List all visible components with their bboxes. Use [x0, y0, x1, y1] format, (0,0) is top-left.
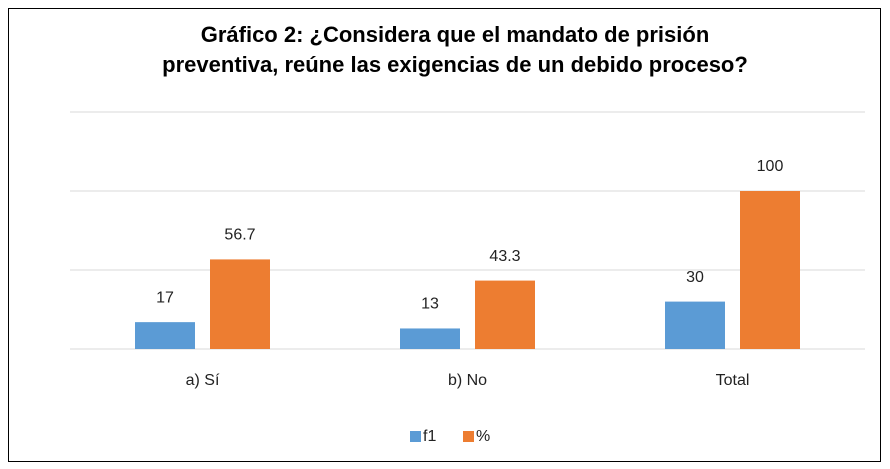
- data-label: 13: [421, 296, 439, 313]
- data-label: 56.7: [224, 227, 255, 244]
- legend-swatch: [410, 431, 421, 442]
- chart-title: Gráfico 2: ¿Considera que el mandato de …: [162, 22, 748, 77]
- x-tick-label: Total: [716, 372, 750, 389]
- chart-border: [8, 8, 881, 462]
- legend-swatch: [463, 431, 474, 442]
- bar: [400, 328, 460, 349]
- data-label: 17: [156, 289, 174, 306]
- data-label: 43.3: [489, 248, 520, 265]
- x-tick-label: a) Sí: [186, 372, 220, 389]
- bar: [210, 259, 270, 349]
- data-label: 100: [757, 158, 784, 175]
- legend-label: %: [476, 428, 490, 445]
- bar: [665, 301, 725, 349]
- bar: [740, 191, 800, 349]
- data-label: 30: [686, 269, 704, 286]
- legend-label: f1: [423, 428, 436, 445]
- bar: [475, 280, 535, 349]
- x-tick-label: b) No: [448, 372, 487, 389]
- bar: [135, 322, 195, 349]
